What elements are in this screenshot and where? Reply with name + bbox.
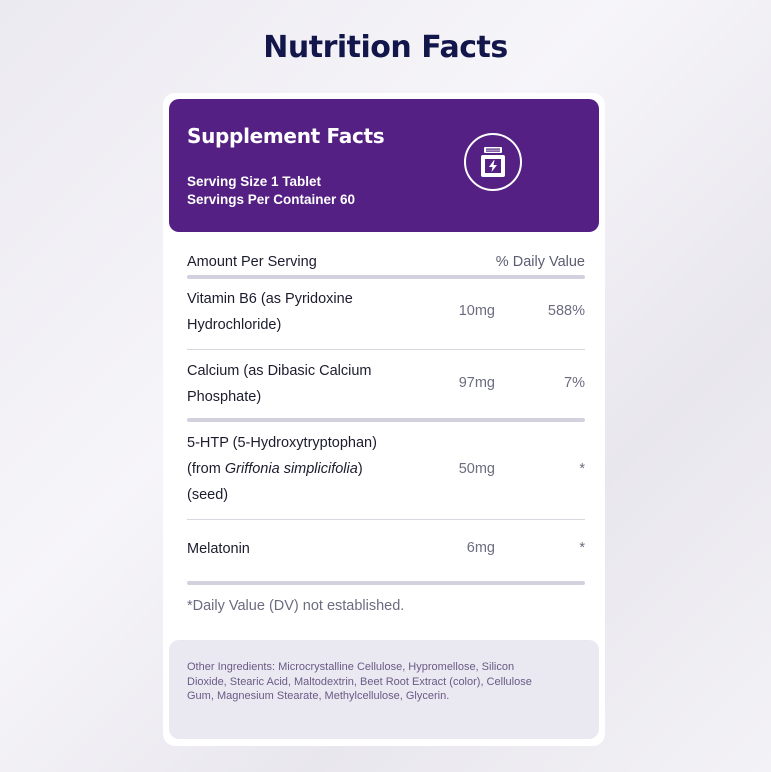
servings-per-container: Servings Per Container 60 [187, 192, 356, 207]
nutrient-daily-value: * [579, 540, 585, 556]
nutrient-daily-value: * [579, 461, 585, 477]
other-ingredients-box: Other Ingredients: Microcrystalline Cell… [169, 640, 599, 739]
row-divider [187, 519, 585, 520]
other-ingredients-text: Other Ingredients: Microcrystalline Cell… [187, 661, 532, 702]
nutrient-amount: 10mg [458, 303, 495, 319]
nutrient-amount: 50mg [458, 461, 495, 477]
nutrient-row: Melatonin 6mg * [187, 536, 585, 562]
nutrient-name: Calcium (as Dibasic Calcium Phosphate) [187, 363, 372, 405]
nutrient-amount: 6mg [466, 540, 495, 556]
nutrient-name: Vitamin B6 (as Pyridoxine Hydrochloride) [187, 291, 353, 333]
supplement-facts-header: Supplement Facts Serving Size 1 Tablet S… [169, 99, 599, 232]
nutrient-daily-value: 588% [547, 303, 585, 319]
table-header: Amount Per Serving % Daily Value [187, 254, 585, 270]
row-divider [187, 349, 585, 350]
daily-value-header: % Daily Value [495, 254, 585, 270]
nutrient-daily-value: 7% [564, 375, 585, 391]
nutrient-row: 5-HTP (5-Hydroxytryptophan) (from Griffo… [187, 430, 585, 508]
supplement-facts-card: Supplement Facts Serving Size 1 Tablet S… [163, 93, 605, 746]
nutrient-amount: 97mg [458, 375, 495, 391]
nutrient-row: Vitamin B6 (as Pyridoxine Hydrochloride)… [187, 286, 585, 338]
page-title: Nutrition Facts [263, 30, 508, 65]
amount-per-serving-header: Amount Per Serving [187, 254, 317, 270]
header-divider [187, 275, 585, 279]
section-divider [187, 418, 585, 422]
supplement-bottle-icon [464, 133, 522, 191]
serving-size: Serving Size 1 Tablet [187, 174, 322, 189]
panel-title: Supplement Facts [187, 124, 385, 148]
table-bottom-divider [187, 581, 585, 585]
nutrient-name: 5-HTP (5-Hydroxytryptophan) (from Griffo… [187, 435, 377, 503]
nutrient-row: Calcium (as Dibasic Calcium Phosphate) 9… [187, 358, 585, 410]
daily-value-footnote: *Daily Value (DV) not established. [187, 598, 405, 614]
nutrient-name: Melatonin [187, 541, 250, 557]
